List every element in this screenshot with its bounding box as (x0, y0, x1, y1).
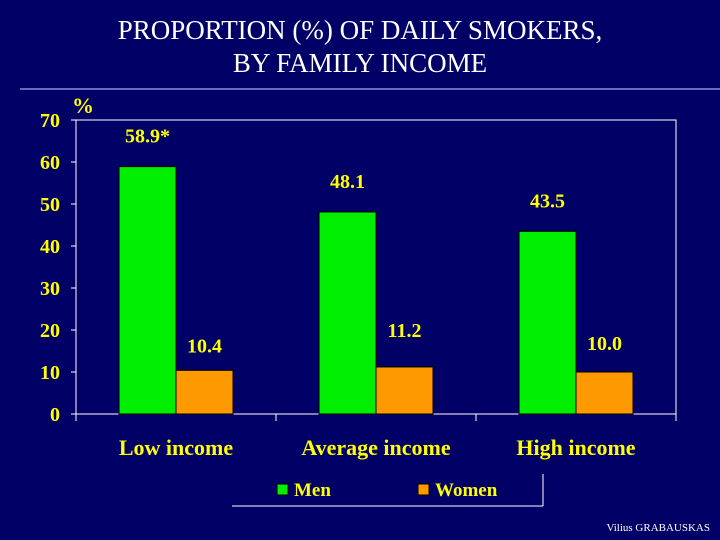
data-label-men: 43.5 (530, 190, 565, 212)
bar-women (375, 366, 434, 415)
data-label-men: 48.1 (330, 171, 365, 193)
title-divider (20, 88, 720, 90)
legend-label-women: Women (435, 480, 498, 501)
x-category-label: High income (516, 435, 635, 460)
y-axis-label: % (72, 93, 94, 118)
legend-swatch-men (276, 483, 289, 496)
bar-women (575, 371, 634, 415)
y-tick-label: 60 (40, 152, 60, 174)
data-label-women: 11.2 (388, 320, 422, 342)
y-tick-label: 70 (40, 110, 60, 132)
data-label-women: 10.4 (187, 335, 222, 357)
y-tick-label: 30 (40, 278, 60, 300)
y-tick-label: 50 (40, 194, 60, 216)
chart-title-line-1: PROPORTION (%) OF DAILY SMOKERS, (117, 15, 603, 45)
y-tick-label: 40 (40, 236, 60, 258)
x-category-label: Low income (119, 435, 234, 460)
legend-label-men: Men (294, 480, 331, 501)
bar-men (518, 230, 577, 415)
x-category-label: Average income (301, 435, 450, 460)
legend-swatch-women (417, 483, 430, 496)
y-tick-label: 20 (40, 320, 60, 342)
bar-men (118, 166, 177, 415)
bar-men (318, 211, 377, 415)
chart-title-line-2: BY FAMILY INCOME (232, 48, 488, 78)
data-label-men: 58.9* (125, 126, 170, 148)
author-credit: Vilius GRABAUSKAS (606, 522, 710, 534)
y-tick-label: 10 (40, 362, 60, 384)
data-label-women: 10.0 (587, 333, 622, 355)
y-tick-label: 0 (50, 404, 60, 426)
bar-women (175, 369, 234, 415)
